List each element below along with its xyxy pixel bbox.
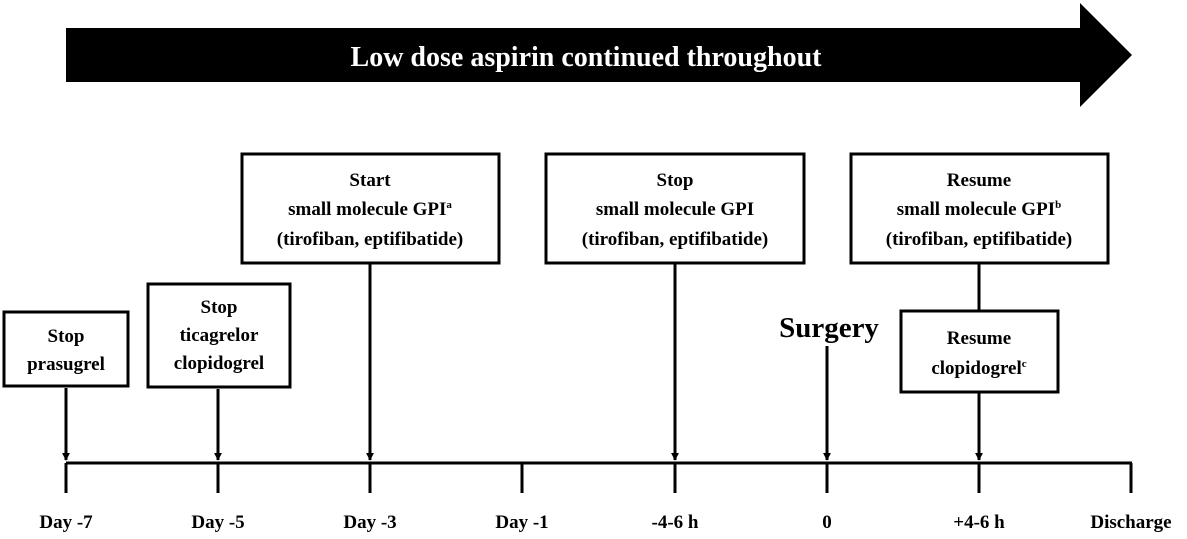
- event-stop-prasugrel: Stop prasugrel: [2, 310, 130, 461]
- event-box: [849, 152, 1110, 265]
- event-line: small molecule GPI: [596, 199, 754, 220]
- event-surgery: Surgery: [779, 312, 879, 461]
- tick-label-day-5: Day -5: [191, 512, 244, 533]
- banner-text: Low dose aspirin continued throughout: [351, 42, 823, 73]
- tick-label-day-3: Day -3: [343, 512, 396, 533]
- event-line: prasugrel: [27, 354, 105, 375]
- event-line: Stop: [201, 297, 238, 318]
- event-line: Start: [349, 170, 391, 191]
- timeline-axis: Day -7 Day -5 Day -3 Day -1 -4-6 h 0 +4-…: [39, 461, 1172, 533]
- surgery-label: Surgery: [779, 312, 879, 344]
- event-line: (tirofiban, eptifibatide): [582, 229, 768, 250]
- event-line: (tirofiban, eptifibatide): [277, 229, 463, 250]
- event-resume-gpi: Resume small molecule GPIb (tirofiban, e…: [849, 152, 1110, 311]
- tick-label-minus-4-6h: -4-6 h: [652, 512, 699, 533]
- event-line-with-superscript: small molecule GPIa: [288, 199, 452, 220]
- event-box: [899, 309, 1060, 394]
- event-text: small molecule GPI: [897, 199, 1055, 220]
- footnote-marker: b: [1055, 199, 1061, 211]
- tick-label-zero: 0: [822, 512, 832, 533]
- event-box: [240, 152, 501, 265]
- event-line: Resume: [947, 170, 1011, 191]
- event-line-with-superscript: clopidogrelc: [931, 358, 1026, 379]
- event-line: (tirofiban, eptifibatide): [886, 229, 1072, 250]
- footnote-marker: c: [1022, 358, 1027, 370]
- event-stop-gpi: Stop small molecule GPI (tirofiban, epti…: [544, 152, 806, 461]
- event-resume-clopidogrel: Resume clopidogrelc: [899, 309, 1060, 461]
- event-line: Stop: [657, 170, 694, 191]
- event-line: Stop: [48, 326, 85, 347]
- event-text: clopidogrel: [931, 358, 1021, 379]
- event-start-gpi: Start small molecule GPIa (tirofiban, ep…: [240, 152, 501, 461]
- tick-label-day-1: Day -1: [495, 512, 548, 533]
- tick-label-plus-4-6h: +4-6 h: [953, 512, 1005, 533]
- event-box: [544, 152, 806, 265]
- tick-label-discharge: Discharge: [1090, 512, 1171, 533]
- tick-label-day-7: Day -7: [39, 512, 93, 533]
- aspirin-banner: Low dose aspirin continued throughout: [66, 3, 1132, 107]
- event-box: [2, 310, 130, 388]
- event-line: Resume: [947, 328, 1011, 349]
- event-line-with-superscript: small molecule GPIb: [897, 199, 1061, 220]
- footnote-marker: a: [446, 199, 452, 211]
- event-box: [146, 282, 292, 389]
- event-stop-ticagrelor-clopidogrel: Stop ticagrelor clopidogrel: [146, 282, 292, 461]
- event-text: small molecule GPI: [288, 199, 446, 220]
- event-line: ticagrelor: [180, 325, 259, 346]
- banner-arrow-shape: [66, 3, 1132, 107]
- event-line: clopidogrel: [174, 353, 264, 374]
